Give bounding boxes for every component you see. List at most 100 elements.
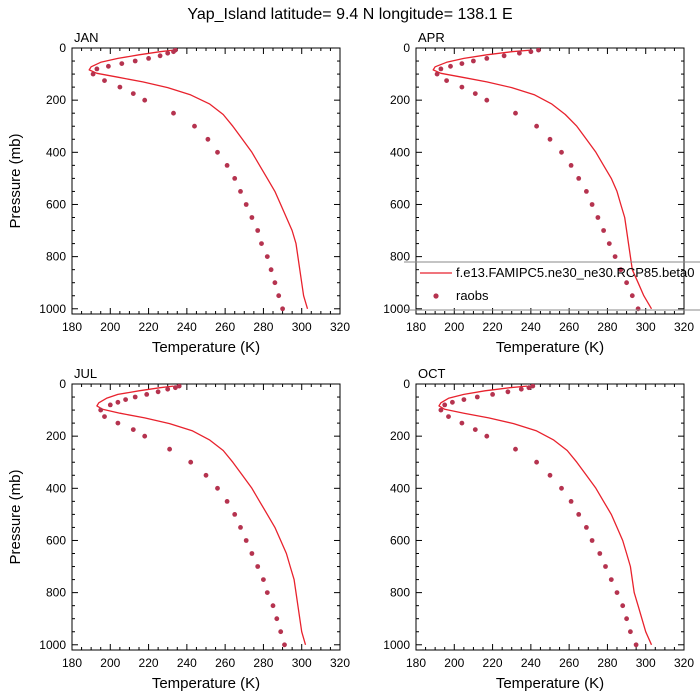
raobs-point (474, 394, 480, 400)
raobs-point (568, 163, 574, 168)
data-area (432, 48, 653, 312)
y-tick-label: 1000 (39, 638, 66, 652)
x-tick-label: 260 (559, 656, 579, 670)
x-tick-label: 240 (521, 320, 541, 334)
raobs-point (601, 228, 606, 233)
raobs-point (270, 603, 276, 609)
raobs-point (119, 61, 125, 66)
model-series-line (432, 49, 653, 310)
y-tick-label: 600 (390, 533, 410, 547)
raobs-point (232, 512, 238, 517)
raobs-point (589, 202, 595, 207)
raobs-point (130, 91, 136, 96)
raobs-point (157, 53, 163, 59)
raobs-point (255, 228, 261, 233)
y-tick-label: 1000 (383, 302, 410, 316)
raobs-point (132, 58, 138, 64)
raobs-point (471, 58, 476, 64)
raobs-point (624, 280, 629, 286)
panel-title: OCT (418, 366, 446, 381)
raobs-point (188, 459, 194, 465)
model-series-line (88, 49, 309, 309)
raobs-point (459, 84, 465, 90)
raobs-point (568, 499, 574, 504)
x-tick-label: 180 (62, 656, 82, 670)
x-tick-label: 280 (253, 320, 273, 334)
raobs-point (171, 49, 176, 55)
raobs-point (620, 603, 626, 609)
y-tick-label: 200 (390, 429, 410, 443)
raobs-point (589, 538, 595, 543)
raobs-point (224, 499, 230, 504)
raobs-point (123, 397, 128, 402)
raobs-point (115, 420, 121, 426)
raobs-point (255, 564, 261, 569)
panel-title: JAN (74, 30, 99, 45)
y-tick-label: 600 (46, 197, 66, 211)
raobs-point (215, 485, 220, 491)
raobs-point (280, 306, 285, 312)
raobs-point (526, 385, 532, 391)
panel-jan: 180 200 220 240 260 280 300 320 0 200 400 600 800 100… (7, 30, 350, 356)
raobs-point (142, 97, 148, 103)
raobs-point (584, 525, 589, 530)
legend-obs-label: raobs (456, 288, 489, 303)
raobs-point (142, 433, 148, 439)
raobs-point (612, 254, 618, 259)
raobs-point (155, 389, 161, 395)
y-tick-label: 200 (46, 429, 66, 443)
raobs-point (165, 386, 171, 392)
raobs-point (274, 616, 280, 622)
raobs-point (490, 392, 495, 397)
x-tick-label: 280 (597, 656, 617, 670)
raobs-point (513, 110, 518, 116)
raobs-point (534, 123, 539, 129)
raobs-point (268, 267, 274, 273)
x-tick-label: 220 (139, 656, 159, 670)
data-area (438, 384, 653, 648)
raobs-point (584, 189, 589, 194)
x-tick-label: 200 (100, 656, 120, 670)
y-tick-label: 0 (403, 41, 410, 55)
raobs-point (90, 71, 96, 77)
raobs-point (434, 71, 440, 77)
x-tick-label: 180 (406, 656, 426, 670)
y-tick-label: 400 (390, 145, 410, 159)
raobs-point (576, 176, 582, 181)
raobs-point (530, 384, 536, 389)
raobs-point (459, 420, 465, 426)
x-tick-label: 220 (483, 656, 503, 670)
panels: 180 200 220 240 260 280 300 320 0 200 400 600 800 100… (7, 30, 700, 692)
y-tick-label: 400 (46, 481, 66, 495)
raobs-point (272, 280, 278, 286)
x-tick-label: 320 (674, 656, 694, 670)
raobs-point (176, 384, 182, 389)
panel-jul: 180 200 220 240 260 280 300 320 0 200 400 600 800 100… (7, 366, 350, 692)
y-tick-label: 0 (59, 41, 66, 55)
y-tick-label: 400 (46, 145, 66, 159)
x-tick-label: 220 (139, 320, 159, 334)
raobs-point (444, 78, 449, 83)
raobs-point (243, 538, 249, 543)
raobs-point (472, 427, 478, 432)
raobs-point (633, 642, 639, 648)
raobs-point (505, 389, 511, 395)
raobs-point (547, 472, 553, 478)
raobs-point (628, 629, 633, 635)
y-tick-label: 800 (390, 586, 410, 600)
legend-obs-swatch (433, 293, 439, 299)
x-tick-label: 200 (444, 320, 464, 334)
x-tick-label: 300 (292, 320, 312, 334)
y-axis-label: Pressure (mb) (7, 133, 24, 228)
panel-apr: 180 200 220 240 260 280 300 320 0 200 400 600 800 100… (383, 30, 694, 356)
y-tick-label: 1000 (39, 302, 66, 316)
raobs-point (446, 414, 451, 419)
raobs-point (238, 189, 243, 194)
raobs-point (249, 551, 255, 556)
x-tick-label: 180 (406, 320, 426, 334)
raobs-point (618, 267, 624, 273)
raobs-point (264, 254, 270, 259)
plot-frame (71, 383, 341, 651)
raobs-point (117, 84, 123, 90)
